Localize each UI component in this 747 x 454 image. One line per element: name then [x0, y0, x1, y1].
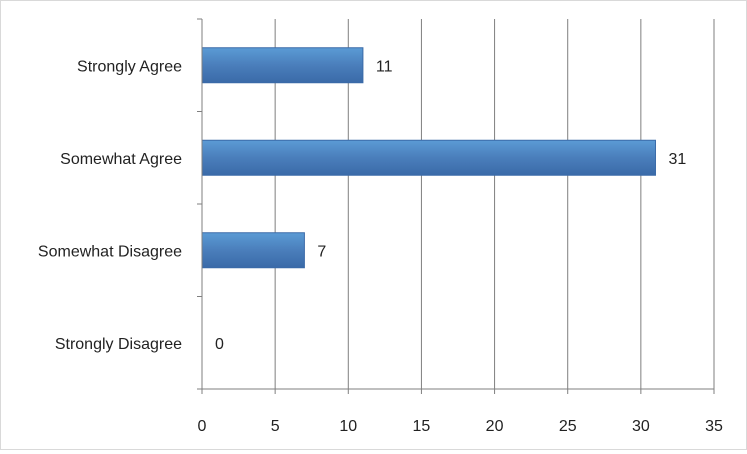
bar-somewhat-disagree	[201, 232, 305, 269]
data-label-somewhat-disagree: 7	[317, 243, 326, 260]
labels: 0 5 10 15 20 25 30 35 Strongly Agree 11 Somewhat A…	[38, 58, 723, 435]
data-label-somewhat-agree: 31	[668, 151, 686, 168]
axes	[197, 18, 715, 394]
bar-somewhat-agree	[201, 139, 656, 176]
x-tick-label-25: 25	[559, 418, 577, 435]
category-label-somewhat-disagree: Somewhat Disagree	[38, 243, 182, 260]
x-tick-label-5: 5	[271, 418, 280, 435]
x-tick-label-10: 10	[339, 418, 357, 435]
x-tick-label-30: 30	[632, 418, 650, 435]
x-tick-label-0: 0	[198, 418, 207, 435]
category-label-somewhat-agree: Somewhat Agree	[60, 151, 182, 168]
data-label-strongly-agree: 11	[376, 58, 393, 75]
data-label-strongly-disagree: 0	[215, 336, 224, 353]
x-tick-label-35: 35	[705, 418, 723, 435]
category-label-strongly-agree: Strongly Agree	[77, 58, 182, 75]
x-tick-label-20: 20	[486, 418, 504, 435]
bars	[201, 47, 656, 269]
bar-strongly-agree	[201, 47, 364, 84]
x-tick-label-15: 15	[413, 418, 431, 435]
category-label-strongly-disagree: Strongly Disagree	[55, 336, 182, 353]
